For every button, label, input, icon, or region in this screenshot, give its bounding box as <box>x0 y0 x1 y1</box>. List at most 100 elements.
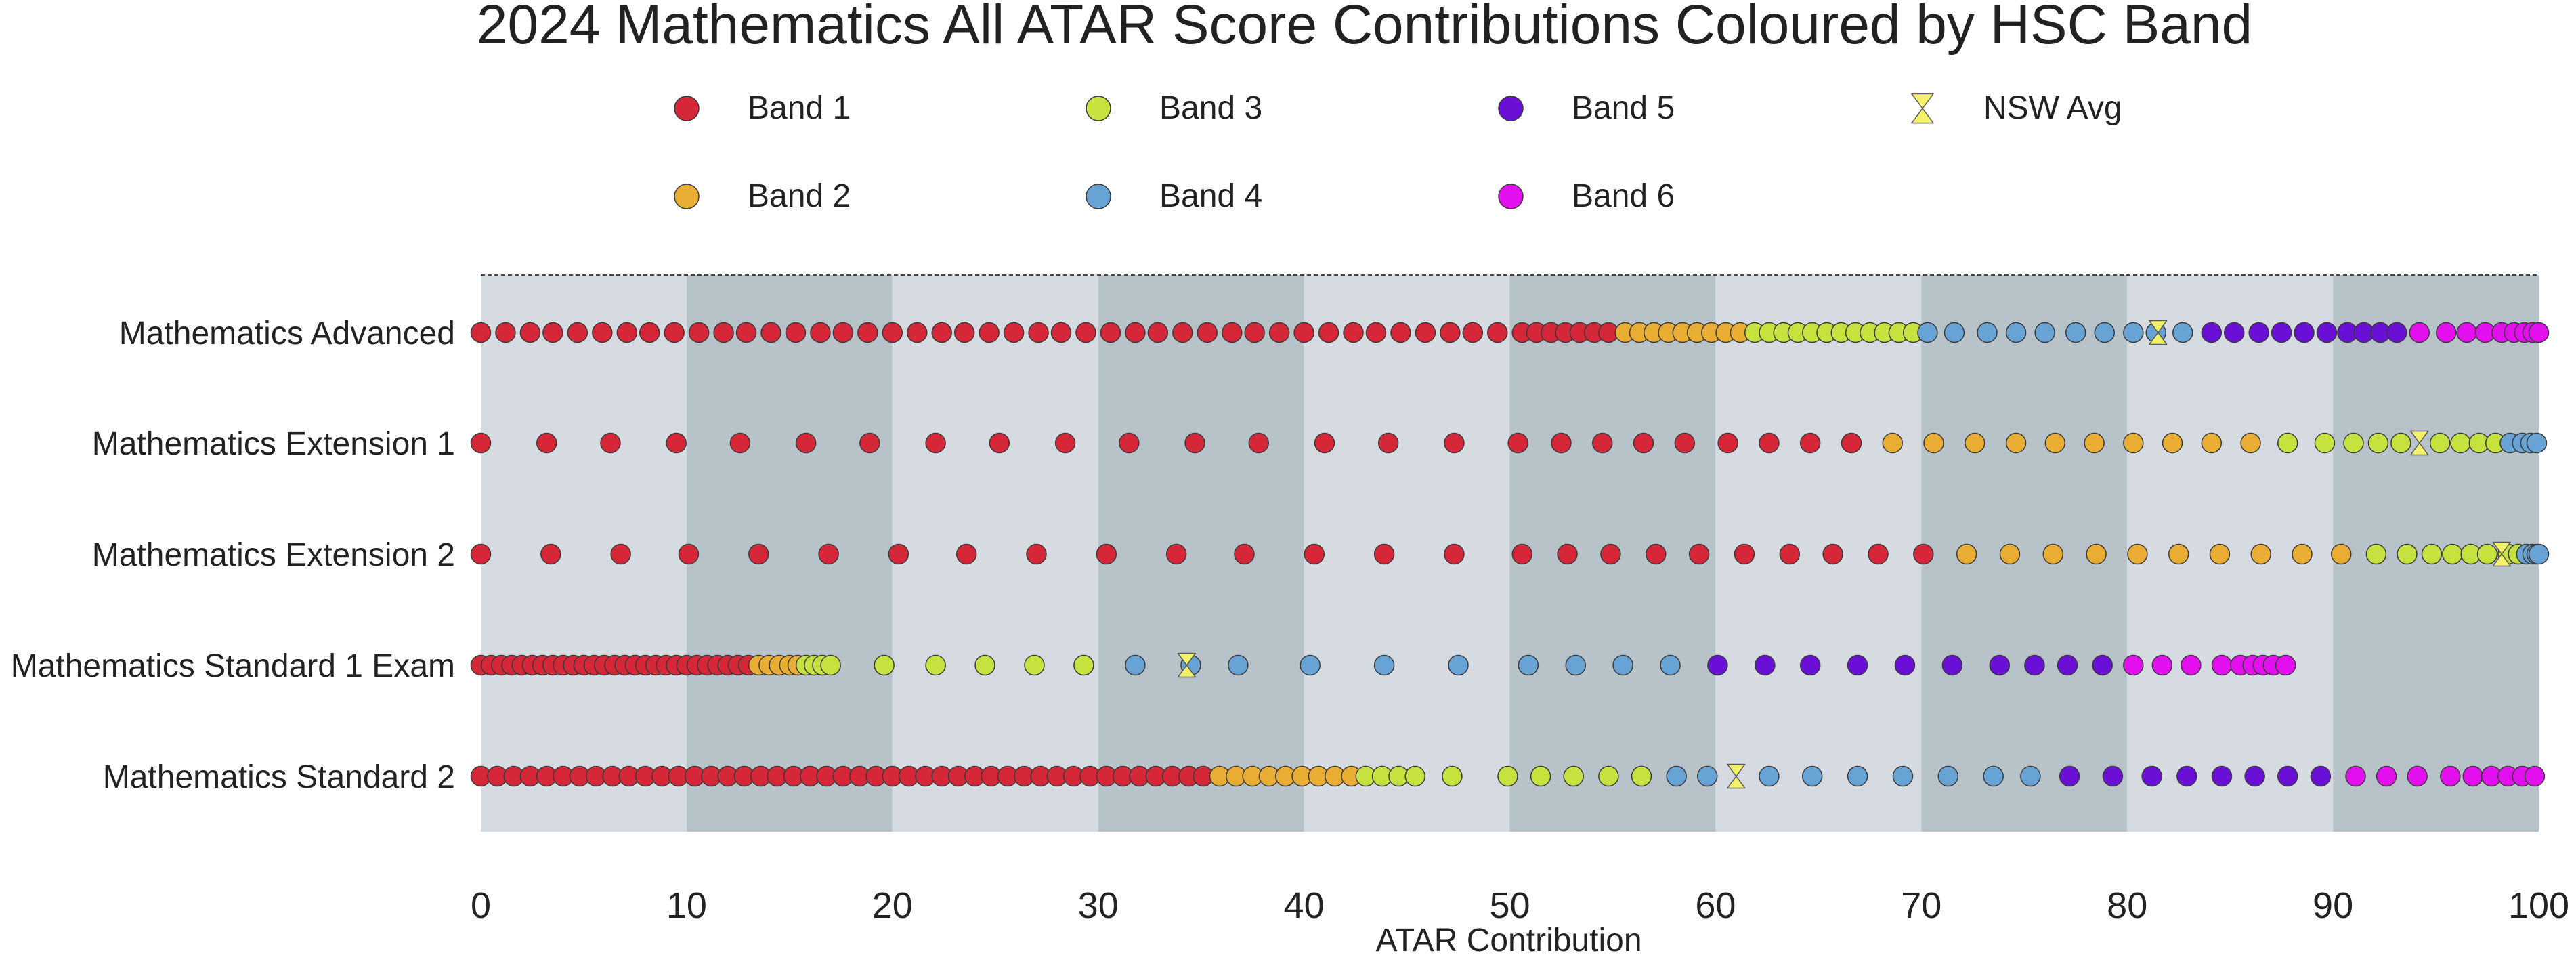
data-point-band-1 <box>666 432 687 454</box>
data-point-band-4 <box>2034 322 2055 343</box>
legend-item: Band 6 <box>1498 178 1675 214</box>
data-point-band-2 <box>2084 432 2105 454</box>
data-point-band-1 <box>729 432 751 454</box>
data-point-band-3 <box>925 654 946 676</box>
data-point-band-1 <box>1172 322 1193 343</box>
data-point-band-4 <box>2172 322 2193 343</box>
data-point-band-1 <box>592 322 613 343</box>
data-point-band-3 <box>1497 765 1518 787</box>
data-point-band-1 <box>470 543 492 565</box>
data-point-band-1 <box>1462 322 1484 343</box>
data-point-band-4 <box>1977 322 1998 343</box>
data-point-band-5 <box>2102 765 2124 787</box>
data-point-band-5 <box>2294 322 2315 343</box>
data-point-band-1 <box>678 543 700 565</box>
data-point-band-4 <box>1565 654 1586 676</box>
data-point-band-3 <box>2397 543 2418 565</box>
data-point-band-5 <box>2386 322 2407 343</box>
data-point-band-1 <box>760 322 781 343</box>
legend-marker <box>1086 184 1111 209</box>
data-point-band-6 <box>2181 654 2202 676</box>
data-point-band-1 <box>639 322 660 343</box>
data-point-band-1 <box>882 322 903 343</box>
data-point-band-5 <box>2310 765 2332 787</box>
chart-title: 2024 Mathematics All ATAR Score Contribu… <box>477 0 2252 56</box>
data-point-band-1 <box>1028 322 1049 343</box>
data-point-band-1 <box>470 432 492 454</box>
course-row: Mathematics Advanced <box>119 316 2550 352</box>
data-point-band-1 <box>953 322 975 343</box>
data-point-band-2 <box>2044 432 2066 454</box>
data-point-band-6 <box>2211 654 2233 676</box>
data-point-band-4 <box>1917 322 1938 343</box>
data-point-band-5 <box>1755 654 1776 676</box>
data-point-band-5 <box>2244 765 2265 787</box>
data-point-band-1 <box>610 543 631 565</box>
data-point-band-1 <box>470 322 492 343</box>
data-point-band-4 <box>1983 765 2004 787</box>
data-point-band-1 <box>1147 322 1169 343</box>
data-point-band-5 <box>1847 654 1868 676</box>
data-point-band-3 <box>2277 432 2298 454</box>
nsw-avg-marker <box>1177 652 1197 678</box>
data-point-band-6 <box>2123 654 2144 676</box>
data-point-band-1 <box>1440 322 1461 343</box>
data-point-band-3 <box>2442 543 2463 565</box>
data-point-band-1 <box>1304 543 1325 565</box>
data-point-band-4 <box>2020 765 2041 787</box>
data-point-band-1 <box>795 432 817 454</box>
legend-marker <box>674 184 700 209</box>
data-point-band-3 <box>1024 654 1045 676</box>
data-point-band-3 <box>2367 432 2389 454</box>
data-point-band-2 <box>2292 543 2313 565</box>
data-point-band-1 <box>818 543 839 565</box>
data-point-band-4 <box>1228 654 1249 676</box>
data-point-band-6 <box>2345 765 2366 787</box>
data-point-band-1 <box>1841 432 1862 454</box>
data-point-band-1 <box>536 432 557 454</box>
data-point-band-4 <box>1847 765 1868 787</box>
data-point-band-4 <box>1696 765 1718 787</box>
legend-item: Band 2 <box>674 178 851 214</box>
data-point-band-1 <box>989 432 1010 454</box>
data-point-band-3 <box>874 654 895 676</box>
data-point-band-1 <box>688 322 710 343</box>
data-point-band-4 <box>1612 654 1633 676</box>
course-row: Mathematics Standard 1 Exam <box>11 648 2296 684</box>
x-tick-label: 100 <box>2508 885 2569 926</box>
background-stripe <box>481 275 687 832</box>
x-tick-label: 50 <box>1489 885 1530 926</box>
data-point-band-1 <box>1415 322 1436 343</box>
data-point-band-1 <box>748 543 769 565</box>
data-point-band-3 <box>2390 432 2411 454</box>
data-point-band-3 <box>2343 432 2364 454</box>
data-point-band-1 <box>1343 322 1364 343</box>
data-point-band-1 <box>542 322 563 343</box>
legend-item: NSW Avg <box>1911 90 2122 126</box>
data-point-band-3 <box>974 654 995 676</box>
data-point-band-1 <box>1779 543 1801 565</box>
x-tick-label: 30 <box>1078 885 1119 926</box>
data-point-band-1 <box>1688 543 1710 565</box>
data-point-band-6 <box>2376 765 2397 787</box>
legend-marker <box>674 96 700 121</box>
data-point-band-5 <box>1941 654 1963 676</box>
data-point-band-4 <box>1759 765 1780 787</box>
data-point-band-1 <box>810 322 831 343</box>
data-point-band-5 <box>2223 322 2245 343</box>
data-point-band-3 <box>2476 543 2498 565</box>
data-point-band-5 <box>2211 765 2233 787</box>
x-tick-label: 40 <box>1284 885 1325 926</box>
data-point-band-1 <box>907 322 928 343</box>
data-point-band-4 <box>2094 322 2116 343</box>
data-point-band-4 <box>2123 322 2144 343</box>
data-point-band-5 <box>1989 654 2011 676</box>
data-point-band-1 <box>1197 322 1218 343</box>
course-label: Mathematics Extension 2 <box>92 537 455 573</box>
data-point-band-1 <box>859 432 880 454</box>
data-point-band-1 <box>1822 543 1843 565</box>
legend-marker <box>1498 96 1524 121</box>
data-point-band-1 <box>1184 432 1205 454</box>
data-point-band-1 <box>1026 543 1047 565</box>
data-point-band-1 <box>1365 322 1387 343</box>
